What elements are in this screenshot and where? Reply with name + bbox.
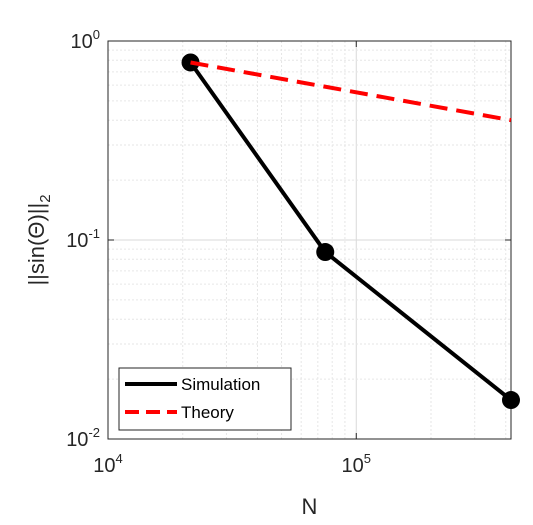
theory-series-line bbox=[190, 60, 512, 123]
series-group bbox=[181, 53, 520, 410]
y-axis-label: ||sin(Θ)||2 bbox=[24, 194, 54, 285]
y-tick-label: 10-2 bbox=[66, 425, 100, 451]
legend-items: Simulation Theory bbox=[125, 375, 260, 422]
y-axis-label-subscript: 2 bbox=[37, 194, 54, 202]
simulation-data-point bbox=[316, 243, 335, 262]
x-tick-label: 104 bbox=[93, 451, 122, 477]
legend-box bbox=[118, 367, 292, 431]
y-axis-label-main: ||sin(Θ)|| bbox=[24, 203, 49, 286]
y-tick-label: 100 bbox=[71, 27, 100, 53]
y-tick-label: 10-1 bbox=[66, 226, 100, 252]
legend: Simulation Theory bbox=[118, 367, 292, 431]
simulation-data-point bbox=[502, 391, 520, 410]
x-tick-label: 105 bbox=[342, 451, 371, 477]
legend-label-theory: Theory bbox=[181, 403, 234, 422]
axis-ticks: 104 105 10-2 10-1 100 bbox=[66, 27, 511, 477]
legend-label-simulation: Simulation bbox=[181, 375, 260, 394]
x-axis-label: N bbox=[302, 494, 318, 519]
